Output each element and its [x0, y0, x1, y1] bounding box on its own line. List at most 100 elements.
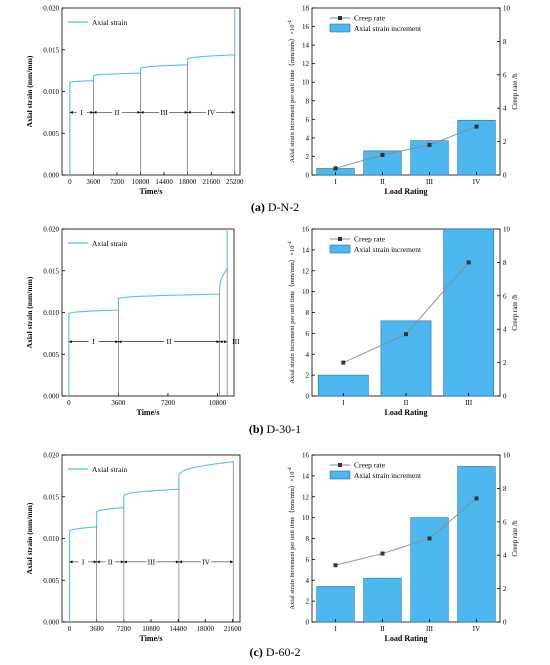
bar-axial-strain-increment	[316, 586, 355, 623]
y-right-tick-label: 4	[503, 552, 507, 560]
legend-axial-strain-label: Axial strain	[92, 465, 127, 474]
x-tick-label: 7200	[117, 625, 132, 633]
x-tick-label: 10800	[132, 178, 150, 186]
y-left-tick-label: 16	[302, 452, 310, 460]
stage-label-bg	[78, 556, 89, 566]
y-left-tick-label: 0	[306, 619, 310, 627]
stage-arrow-right	[115, 340, 119, 344]
y-left-tick-label: 4	[306, 351, 310, 359]
category-label: I	[334, 178, 337, 186]
stage-arrow-left	[187, 110, 191, 114]
stage-label-bg	[163, 336, 174, 346]
y-right-tick-label: 8	[503, 38, 507, 46]
bar-axial-strain-increment	[380, 320, 432, 397]
y-left-tick-label: 14	[302, 472, 310, 480]
stage-label: III	[160, 108, 168, 117]
stage-arrow-right	[93, 560, 97, 564]
stage-arrow-right	[216, 340, 220, 344]
category-label: I	[334, 625, 337, 633]
y-left-tick-label: 0	[306, 172, 310, 180]
stage-arrow-left	[140, 110, 144, 114]
y-left-tick-label: 2	[306, 598, 310, 606]
stage-label-bg	[76, 107, 87, 117]
y-left-tick-label: 14	[302, 246, 310, 254]
x-tick-label: 10800	[209, 399, 227, 407]
x-tick-label: 3600	[86, 178, 101, 186]
creep-rate-marker	[427, 536, 432, 541]
category-label: II	[380, 625, 385, 633]
creep-rate-marker	[380, 551, 385, 556]
stage-label: II	[108, 557, 113, 566]
y-tick-label: 0.005	[43, 130, 59, 138]
y-right-tick-label: 8	[503, 485, 507, 493]
legend-creep-rate-marker	[338, 463, 342, 467]
legend-bar-label: Axial strain increment	[354, 245, 422, 254]
y-tick-label: 0.010	[43, 309, 59, 317]
x-tick-label: 25200	[226, 178, 244, 186]
x-tick-label: 21600	[224, 625, 242, 633]
stage-label-bg	[146, 556, 157, 566]
y-left-tick-label: 8	[306, 535, 310, 543]
y-right-tick-label: 8	[503, 259, 507, 267]
x-axis-label: Time/s	[140, 634, 163, 643]
stage-arrow-left	[219, 340, 223, 344]
stage-arrow-left	[123, 560, 127, 564]
y-tick-label: 0.005	[43, 351, 59, 359]
x-tick-label: 0	[68, 178, 72, 186]
y-tick-label: 0.005	[43, 577, 59, 585]
y-left-tick-label: 0	[306, 393, 310, 401]
y-tick-label: 0.015	[43, 493, 59, 501]
creep-rate-marker	[427, 142, 432, 147]
y-tick-label: 0.010	[43, 88, 59, 96]
legend-bar-swatch	[329, 244, 351, 254]
category-label: III	[465, 399, 473, 407]
y-tick-label: 0.020	[43, 5, 59, 13]
y-right-tick-label: 2	[503, 359, 507, 367]
strain-plot-frame	[61, 454, 241, 623]
y-tick-label: 0.015	[43, 267, 59, 275]
x-tick-label: 14400	[155, 178, 173, 186]
legend-bar-label: Axial strain increment	[354, 471, 422, 480]
y-tick-label: 0.020	[43, 452, 59, 460]
creep-rate-marker	[341, 360, 346, 365]
y-left-tick-label: 12	[302, 493, 310, 501]
x-axis-label: Load Rating	[385, 187, 428, 196]
stage-arrow-left	[93, 110, 97, 114]
y-right-axis-label: Creep rate /h	[511, 73, 519, 110]
x-tick-label: 0	[67, 399, 71, 407]
stage-arrow-left	[178, 560, 182, 564]
bar-axial-strain-increment	[443, 228, 495, 397]
stage-label-bg	[206, 107, 217, 117]
y-right-tick-label: 2	[503, 585, 507, 593]
stage-arrow-left	[96, 560, 100, 564]
bar-plot-frame	[311, 7, 501, 176]
legend-axial-strain-label: Axial strain	[92, 239, 127, 248]
y-axis-label: Axial strain (mm/mm)	[25, 502, 34, 574]
stage-arrow-left	[69, 560, 73, 564]
x-tick-label: 7200	[110, 178, 125, 186]
y-axis-label: Axial strain (mm/mm)	[25, 276, 34, 348]
stage-arrow-right	[184, 110, 188, 114]
stage-arrow-right	[120, 560, 124, 564]
x-tick-label: 10800	[142, 625, 160, 633]
x-tick-label: 18000	[179, 178, 197, 186]
y-axis-label: Axial strain (mm/mm)	[25, 55, 34, 127]
stage-label-bg	[111, 107, 122, 117]
y-right-axis-label: Creep rate /h	[511, 294, 519, 331]
y-right-tick-label: 4	[503, 105, 507, 113]
stage-label: II	[166, 337, 171, 346]
stage-arrow-right	[231, 110, 235, 114]
stage-arrow-right	[137, 110, 141, 114]
category-label: III	[426, 178, 434, 186]
stage-label-bg	[201, 556, 212, 566]
stage-label: III	[232, 337, 240, 346]
category-label: III	[426, 625, 434, 633]
x-axis-label: Time/s	[137, 408, 160, 417]
y-left-tick-label: 10	[302, 79, 310, 87]
stage-label: II	[114, 108, 119, 117]
legend-creep-rate-label: Creep rate	[354, 461, 386, 470]
legend-axial-strain-label: Axial strain	[92, 18, 127, 27]
creep-rate-marker	[333, 166, 338, 171]
stage-arrow-left	[69, 110, 73, 114]
stage-label: I	[82, 557, 85, 566]
